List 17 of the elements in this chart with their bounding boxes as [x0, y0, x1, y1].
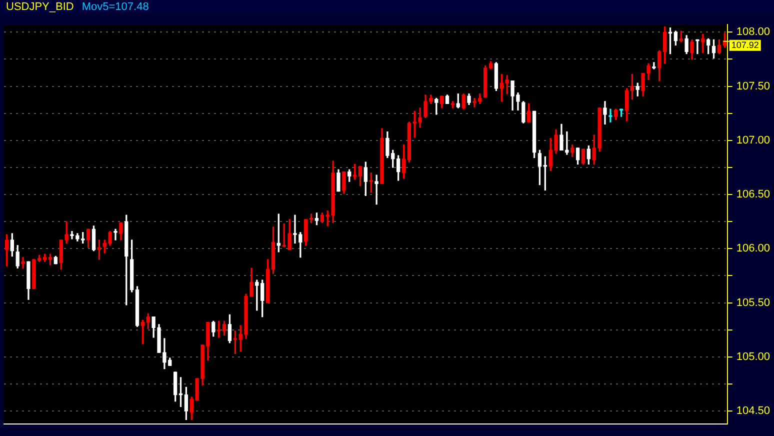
y-tick-label: 108.00 [736, 26, 770, 38]
y-tick-label: 105.00 [736, 350, 770, 363]
candlestick [21, 256, 25, 268]
text: 107.92 [731, 40, 759, 50]
y-tick-label: 107.50 [736, 80, 770, 92]
y-tick-label: 105.50 [736, 296, 770, 309]
y-tick-label: 107.00 [736, 134, 770, 146]
chart-title: USDJPY_BID [6, 1, 74, 13]
candlestick [608, 108, 612, 122]
y-tick-label: 104.50 [736, 405, 770, 418]
y-tick-label: 106.00 [736, 242, 770, 255]
candlestick [114, 228, 118, 240]
y-tick-label: 106.50 [736, 188, 770, 201]
candlestick [652, 62, 656, 70]
chart-subtitle: Mov5=107.48 [82, 1, 149, 13]
candlestick [374, 174, 378, 205]
candlestick [696, 39, 700, 54]
